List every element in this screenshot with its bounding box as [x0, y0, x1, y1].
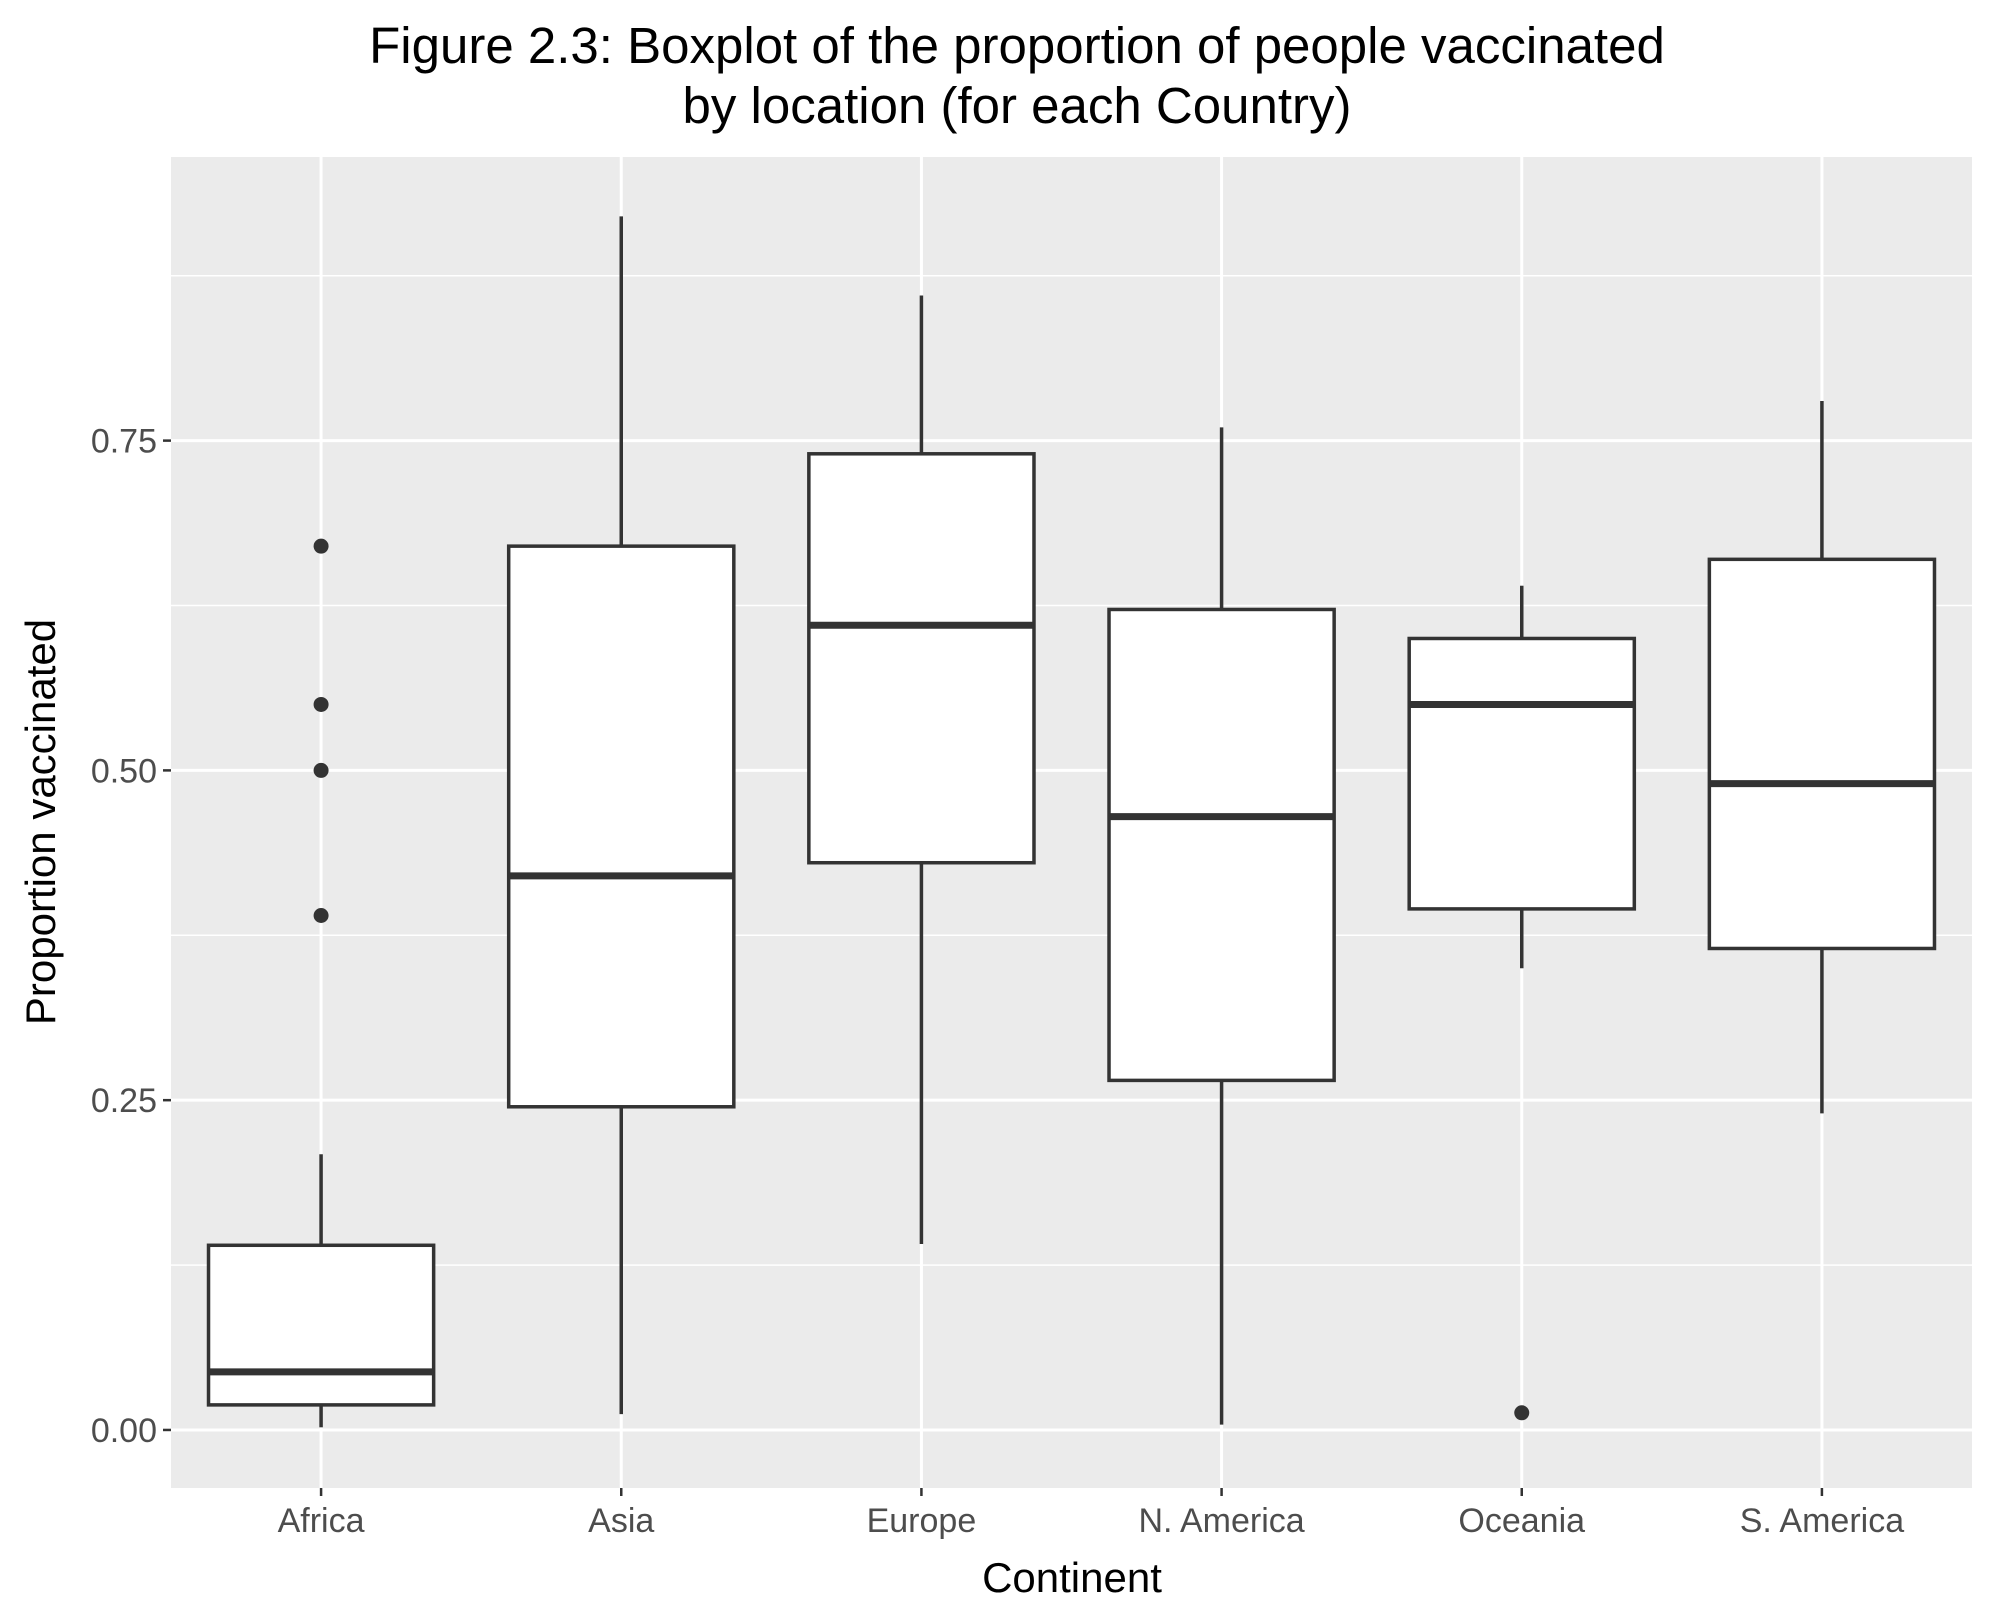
- y-tick-label: 0.25: [91, 1082, 157, 1120]
- box-layer: [206, 216, 1937, 1428]
- iqr-box: [1107, 607, 1336, 1083]
- chart-title-line-2: by location (for each Country): [683, 77, 1352, 134]
- box-group: [206, 538, 436, 1428]
- x-tick-label: Europe: [867, 1502, 977, 1540]
- outlier-point: [1514, 1405, 1530, 1421]
- iqr-box: [1407, 636, 1637, 911]
- iqr-box: [1707, 557, 1937, 951]
- y-tick-label: 0.00: [91, 1412, 157, 1450]
- y-axis-title: Proportion vaccinated: [17, 619, 64, 1025]
- outlier-point: [313, 907, 329, 923]
- outlier-point: [313, 762, 329, 778]
- outlier-point: [313, 538, 329, 554]
- box-group: [807, 295, 1036, 1244]
- plot-panel: [171, 157, 1972, 1488]
- axis-layer: 0.00 0.25 0.50 0.75 Africa Asia Europe N. Ameri…: [91, 423, 1904, 1540]
- box-group: [1407, 585, 1637, 1421]
- y-tick-label: 0.75: [91, 423, 157, 461]
- x-tick-label: Asia: [588, 1502, 654, 1540]
- box-group: [1707, 401, 1937, 1114]
- x-tick-label: S. America: [1740, 1502, 1904, 1540]
- chart-title-line-1: Figure 2.3: Boxplot of the proportion of…: [369, 17, 1665, 74]
- box-group: [506, 216, 736, 1415]
- x-axis-title: Continent: [982, 1554, 1162, 1601]
- x-tick-label: N. America: [1138, 1502, 1304, 1540]
- box-group: [1107, 427, 1336, 1425]
- iqr-box: [506, 544, 736, 1109]
- x-tick-label: Africa: [278, 1502, 365, 1540]
- iqr-box: [206, 1243, 436, 1407]
- iqr-box: [807, 452, 1036, 865]
- y-tick-label: 0.50: [91, 752, 157, 790]
- outlier-point: [313, 696, 329, 712]
- x-tick-label: Oceania: [1458, 1502, 1585, 1540]
